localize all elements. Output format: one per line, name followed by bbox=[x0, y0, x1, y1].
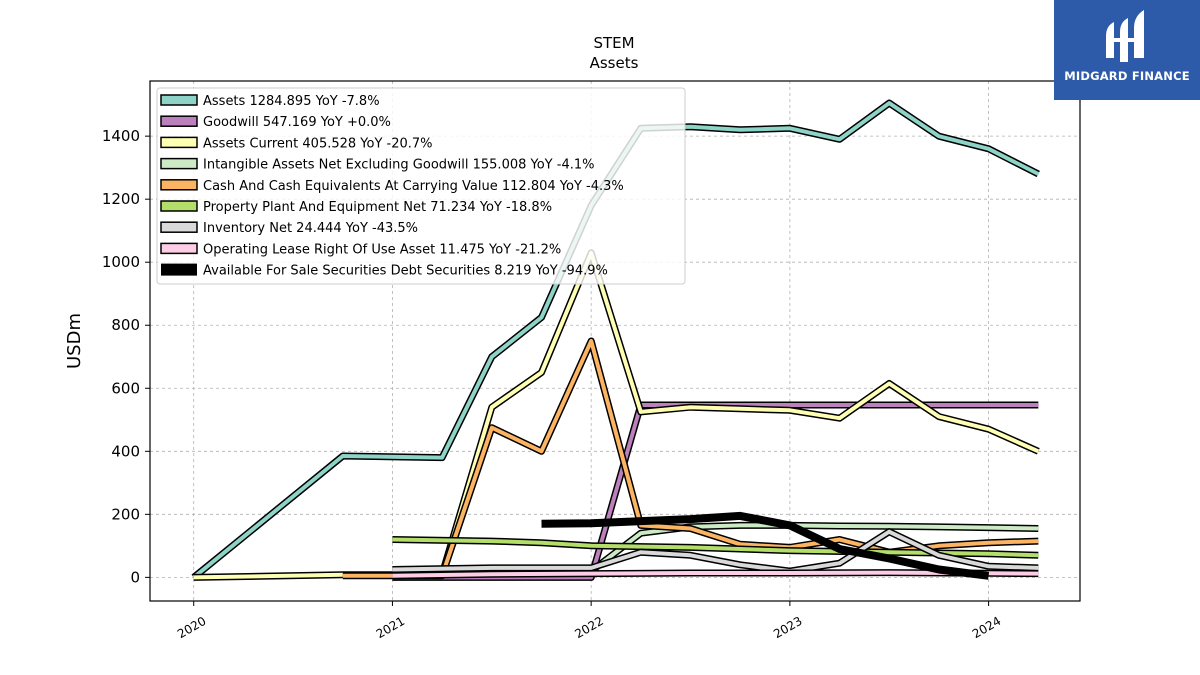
y-tick-label: 0 bbox=[130, 568, 140, 586]
y-tick-label: 800 bbox=[111, 316, 140, 334]
legend-swatch bbox=[160, 179, 198, 191]
x-tick-label: 2020 bbox=[175, 614, 208, 641]
legend-label: Goodwill 547.169 YoY +0.0% bbox=[203, 115, 391, 130]
x-tick-label: 2023 bbox=[771, 614, 804, 641]
x-tick-label: 2021 bbox=[374, 614, 407, 641]
legend-swatch bbox=[160, 221, 198, 233]
series-line bbox=[392, 529, 1039, 574]
legend-label: Assets Current 405.528 YoY -20.7% bbox=[203, 136, 433, 151]
legend-box bbox=[156, 87, 686, 285]
y-tick-label: 1000 bbox=[102, 253, 140, 271]
legend-label: Inventory Net 24.444 YoY -43.5% bbox=[203, 221, 418, 236]
legend-swatch bbox=[160, 200, 198, 212]
legend-swatch bbox=[160, 94, 198, 106]
series-lines bbox=[191, 99, 1040, 581]
legend-label: Cash And Cash Equivalents At Carrying Va… bbox=[203, 179, 624, 194]
x-tick-label: 2024 bbox=[970, 614, 1003, 641]
legend-label: Operating Lease Right Of Use Asset 11.47… bbox=[203, 242, 561, 257]
series-line bbox=[392, 403, 1039, 580]
legend-label: Intangible Assets Net Excluding Goodwill… bbox=[203, 158, 594, 173]
y-tick-label: 200 bbox=[111, 505, 140, 523]
chart-subtitle: Assets bbox=[590, 54, 639, 72]
y-tick-label: 600 bbox=[111, 379, 140, 397]
legend-swatch bbox=[160, 136, 198, 149]
series-line bbox=[192, 101, 1040, 579]
series-line bbox=[541, 511, 990, 580]
legend-label: Assets 1284.895 YoY -7.8% bbox=[203, 94, 380, 109]
y-tick-label: 1400 bbox=[102, 127, 140, 145]
plot-frame bbox=[149, 80, 1081, 602]
y-tick-label: 400 bbox=[111, 442, 140, 460]
chart-title: STEM bbox=[593, 34, 634, 52]
logo-badge: MIDGARD FINANCE bbox=[1054, 0, 1200, 100]
y-tick-label: 1200 bbox=[102, 190, 140, 208]
legend-swatch bbox=[161, 263, 197, 276]
logo-mark-icon bbox=[1106, 10, 1144, 62]
legend-swatch bbox=[160, 157, 198, 170]
legend-swatch bbox=[160, 242, 198, 255]
logo-text: MIDGARD FINANCE bbox=[1064, 69, 1190, 83]
legend-swatch bbox=[160, 115, 198, 127]
x-tick-label: 2022 bbox=[572, 614, 605, 641]
legend-label: Available For Sale Securities Debt Secur… bbox=[203, 264, 608, 279]
series-line bbox=[342, 339, 1039, 578]
y-axis-label: USDm bbox=[64, 313, 85, 369]
legend: Assets 1284.895 YoY -7.8% Goodwill 547.16… bbox=[156, 87, 686, 285]
legend-label: Property Plant And Equipment Net 71.234 … bbox=[203, 200, 552, 215]
series-line bbox=[392, 537, 1039, 558]
